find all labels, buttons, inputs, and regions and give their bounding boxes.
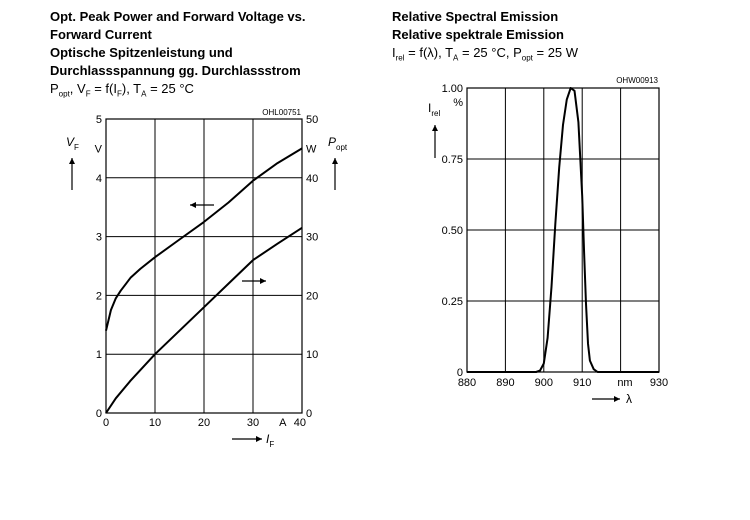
right-y-tick-label: 0.50 [442,225,463,237]
right-y-tick-label: 0 [457,367,463,379]
left-y-tick-label: 5 [96,114,102,126]
left-y-unit: V [95,143,103,155]
right-y-tick-label: 1.00 [442,83,463,95]
left-title-line-1: Opt. Peak Power and Forward Voltage vs. [50,9,306,24]
right-title-line-1: Relative Spectral Emission [392,9,559,24]
right-chart-code: OHW00913 [616,76,658,85]
optical-power-curve [105,226,303,414]
right-x-arrow-head [614,396,620,402]
right-x-tick-label: 890 [496,377,514,389]
right-x-tick-label: 880 [458,377,476,389]
left-y-arrow-head [69,158,75,164]
left-y-tick-label: 1 [96,349,102,361]
right-title-line-2: Relative spektrale Emission [392,27,564,42]
left-x-tick-label: 0 [103,417,109,429]
right-axis-unit: W [306,143,317,155]
left-title-line-3: Optische Spitzenleistung und [50,45,233,60]
right-y-arrow-head [432,125,438,131]
left-x-tick-label: 40 [294,417,306,429]
right-axis-tick-label: 0 [306,408,312,420]
right-x-tick-label: 930 [650,377,668,389]
right-y-tick-label: 0.75 [442,154,463,166]
left-y-axis-label: VF [66,135,79,152]
left-title-line-2: Forward Current [50,27,152,42]
left-x-axis-label: IF [266,432,274,449]
forward-voltage-curve [105,147,303,331]
vf-series-arrow-head [190,202,196,208]
left-x-arrow-head [256,436,262,442]
left-x-unit: A [279,417,287,429]
right-x-tick-label: 910 [573,377,591,389]
right-axis-tick-label: 30 [306,232,318,244]
left-y-tick-label: 0 [96,408,102,420]
popt-series-arrow-head [260,278,266,284]
left-y-tick-label: 2 [96,290,102,302]
right-y-axis-label: Popt [328,135,348,152]
right-plot-frame [466,87,660,373]
right-y-unit: % [453,97,463,109]
right-x-unit: nm [617,377,632,389]
right-y-tick-label: 0.25 [442,296,463,308]
left-x-tick-label: 10 [149,417,161,429]
left-title-line-4: Durchlassspannung gg. Durchlassstrom [50,63,301,78]
right-y-arrow-head [332,158,338,164]
right-x-tick-label: 900 [535,377,553,389]
left-plot-frame [105,118,303,414]
left-chart-title: Opt. Peak Power and Forward Voltage vs. … [50,8,306,80]
left-x-tick-label: 30 [247,417,259,429]
left-chart-subtitle: Popt, VF = f(IF), TA = 25 °C [50,81,194,99]
left-x-tick-label: 20 [198,417,210,429]
right-chart-subtitle: Irel = f(λ), TA = 25 °C, Popt = 25 W [392,45,579,63]
right-x-axis-label: λ [626,392,632,406]
left-chart-code: OHL00751 [262,108,301,117]
right-chart-title: Relative Spectral Emission Relative spek… [392,8,564,44]
right-axis-tick-label: 20 [306,290,318,302]
right-y-axis-label: Irel [428,101,440,118]
right-axis-tick-label: 50 [306,114,318,126]
left-y-tick-label: 4 [96,173,102,185]
left-y-tick-label: 3 [96,232,102,244]
right-axis-tick-label: 10 [306,349,318,361]
right-axis-tick-label: 40 [306,173,318,185]
spectral-emission-curve [467,87,659,373]
